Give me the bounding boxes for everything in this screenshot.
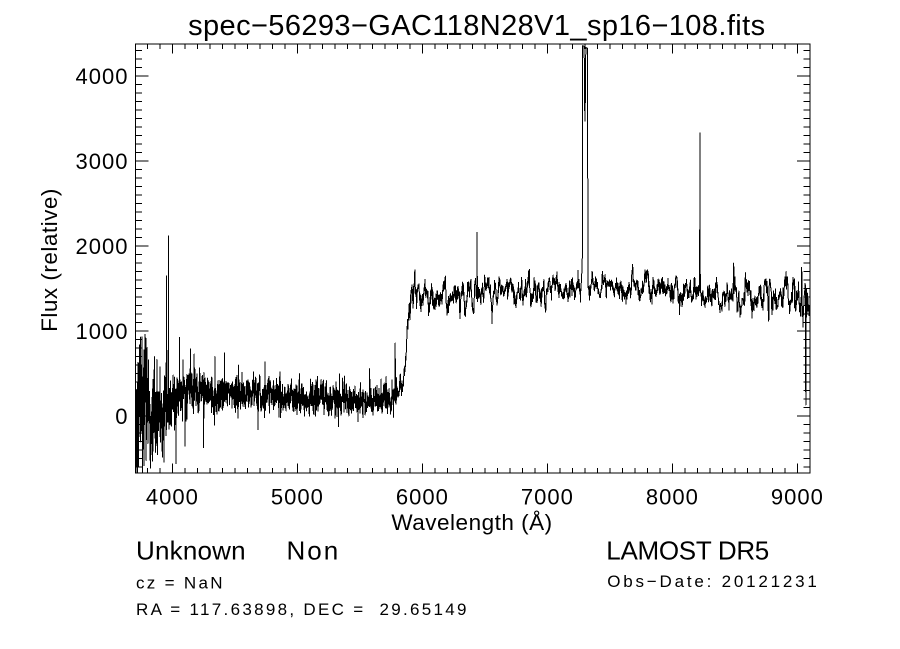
svg-text:6000: 6000 (396, 485, 449, 510)
svg-text:Unknown: Unknown (136, 535, 246, 565)
svg-text:3000: 3000 (76, 149, 129, 174)
svg-text:cz = NaN: cz = NaN (136, 573, 225, 592)
svg-text:2000: 2000 (76, 234, 129, 259)
svg-text:8000: 8000 (646, 485, 699, 510)
svg-text:5000: 5000 (271, 485, 324, 510)
svg-text:4000: 4000 (76, 64, 129, 89)
svg-text:0: 0 (115, 404, 128, 429)
svg-text:4000: 4000 (146, 485, 199, 510)
svg-text:Flux (relative): Flux (relative) (37, 188, 62, 332)
svg-text:Non: Non (287, 535, 341, 565)
svg-text:spec−56293−GAC118N28V1_sp16−10: spec−56293−GAC118N28V1_sp16−108.fits (188, 10, 765, 42)
svg-text:9000: 9000 (771, 485, 824, 510)
svg-text:RA = 117.63898, DEC = 29.6514: RA = 117.63898, DEC = 29.65149 (136, 600, 469, 619)
svg-text:7000: 7000 (521, 485, 574, 510)
svg-text:Obs−Date: 20121231: Obs−Date: 20121231 (607, 572, 820, 591)
svg-text:Wavelength (Å): Wavelength (Å) (391, 510, 552, 535)
svg-text:LAMOST DR5: LAMOST DR5 (606, 535, 769, 565)
svg-text:1000: 1000 (76, 319, 129, 344)
